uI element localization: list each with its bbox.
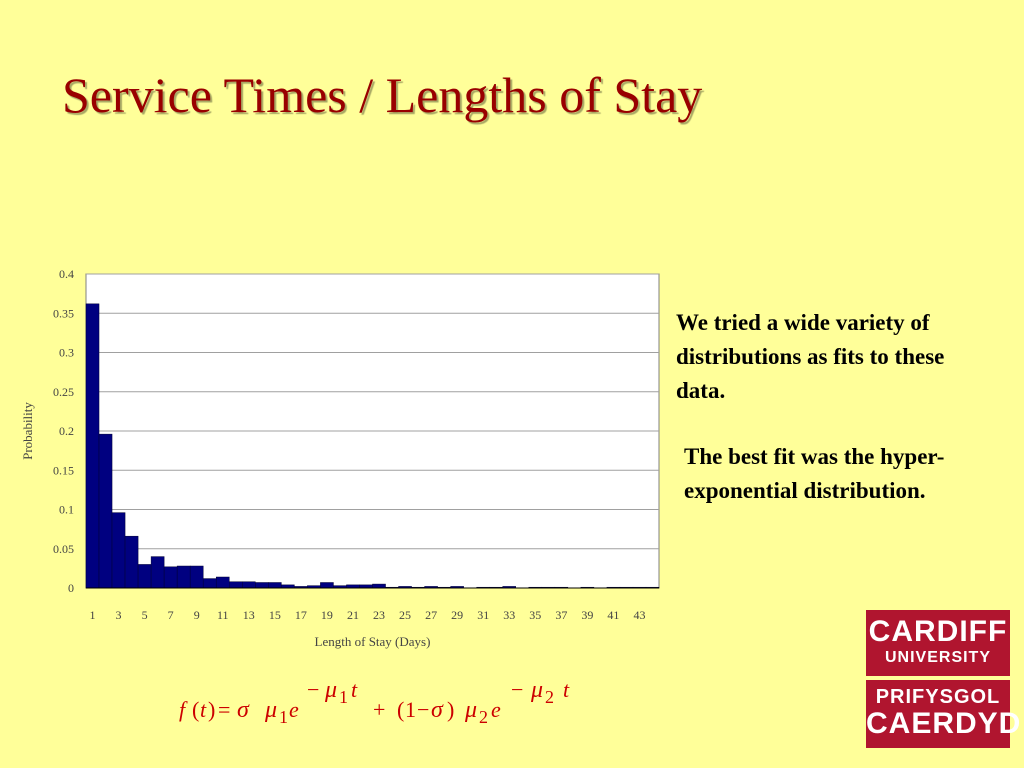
bar <box>372 583 386 589</box>
formula-minus: − <box>417 697 429 722</box>
bar <box>255 582 269 589</box>
formula-exp-t-2: t <box>563 677 570 702</box>
bar <box>176 565 191 589</box>
y-tick-label: 0.4 <box>59 267 74 281</box>
formula-mu-1: μ <box>264 697 277 723</box>
formula-equals: = <box>218 697 230 722</box>
x-tick-label: 1 <box>90 608 96 622</box>
formula-e-2: e <box>491 697 501 722</box>
y-tick-label: 0.1 <box>59 503 74 517</box>
x-axis-title: Length of Stay (Days) <box>315 634 431 649</box>
x-tick-label: 5 <box>142 608 148 622</box>
x-tick-label: 43 <box>633 608 645 622</box>
formula-close-paren: ) <box>208 697 215 722</box>
formula-f: f <box>179 697 188 722</box>
formula-exp-mu-1: μ <box>324 677 337 703</box>
logo-line-cardiff: CARDIFF <box>868 615 1008 648</box>
y-tick-label: 0.15 <box>53 463 74 477</box>
formula-exp-t-1: t <box>351 677 358 702</box>
slide-title: Service Times / Lengths of Stay <box>62 67 703 123</box>
y-tick-label: 0.05 <box>53 542 74 556</box>
bar <box>98 433 113 589</box>
formula-sub-2: 2 <box>479 707 488 727</box>
formula-open-paren: ( <box>192 697 199 722</box>
x-tick-label: 3 <box>116 608 122 622</box>
x-tick-label: 17 <box>295 608 307 622</box>
x-tick-label: 29 <box>451 608 463 622</box>
x-tick-label: 25 <box>399 608 411 622</box>
formula-e-1: e <box>289 697 299 722</box>
x-tick-label: 23 <box>373 608 385 622</box>
x-tick-label: 15 <box>269 608 281 622</box>
bar <box>229 581 243 589</box>
bar <box>85 303 100 589</box>
bar <box>202 578 217 589</box>
bar <box>268 582 282 589</box>
bar <box>111 512 126 589</box>
y-tick-label: 0 <box>68 581 74 595</box>
cardiff-university-logo: CARDIFF UNIVERSITY <box>866 610 1010 676</box>
bar <box>150 556 165 589</box>
x-tick-label: 19 <box>321 608 333 622</box>
chart: 00.050.10.150.20.250.30.350.41 3 5 7 9 11 13 15… <box>20 267 660 649</box>
y-tick-label: 0.3 <box>59 346 74 360</box>
x-tick-label: 7 <box>168 608 174 622</box>
x-tick-label: 41 <box>607 608 619 622</box>
logo-line-university: UNIVERSITY <box>884 649 991 666</box>
formula-exp-minus-1: − <box>307 677 319 702</box>
formula-close-paren-2: ) <box>447 697 454 722</box>
formula-one: 1 <box>405 697 416 722</box>
y-axis-title: Probability <box>20 402 35 460</box>
bar <box>215 576 230 589</box>
x-tick-label: 21 <box>347 608 359 622</box>
y-tick-label: 0.2 <box>59 424 74 438</box>
formula-sigma-2: σ <box>431 697 444 723</box>
formula-sub-1: 1 <box>279 707 288 727</box>
x-tick-label: 35 <box>529 608 541 622</box>
x-tick-label: 33 <box>503 608 515 622</box>
formula-open-paren-2: ( <box>397 697 404 722</box>
x-tick-label: 9 <box>194 608 200 622</box>
prifysgol-caerdydd-logo: PRIFYSGOL CAERDYD <box>866 680 1022 748</box>
formula-exp-mu-2: μ <box>530 677 543 703</box>
formula-exp-sub-2: 2 <box>545 687 554 707</box>
logo-line-prifysgol: PRIFYSGOL <box>875 686 1001 708</box>
y-tick-label: 0.35 <box>53 306 74 320</box>
x-tick-label: 13 <box>243 608 255 622</box>
bar <box>137 564 152 589</box>
description-paragraph-1: We tried a wide variety of distributions… <box>676 310 945 403</box>
formula-plus: + <box>373 697 385 722</box>
formula-t: t <box>200 697 207 722</box>
bar <box>124 535 139 589</box>
x-tick-label: 37 <box>555 608 567 622</box>
formula-mu-2: μ <box>464 697 477 723</box>
x-tick-label: 39 <box>581 608 593 622</box>
x-tick-label: 11 <box>217 608 229 622</box>
bar <box>189 565 204 589</box>
formula-exp-minus-2: − <box>511 677 523 702</box>
hyper-exponential-formula: f ( t ) = σ μ 1 e − μ 1 t + ( 1 − σ ) μ … <box>179 677 570 727</box>
bar <box>320 582 334 589</box>
bar <box>163 566 178 589</box>
x-tick-label: 31 <box>477 608 489 622</box>
description-paragraph-2: The best fit was the hyper-exponential d… <box>684 444 945 503</box>
y-tick-label: 0.25 <box>53 385 74 399</box>
formula-exp-sub-1: 1 <box>339 687 348 707</box>
formula-sigma: σ <box>237 697 250 723</box>
logo-line-caerdyd: CAERDYD <box>866 707 1022 740</box>
bar <box>242 581 256 589</box>
x-tick-label: 27 <box>425 608 437 622</box>
